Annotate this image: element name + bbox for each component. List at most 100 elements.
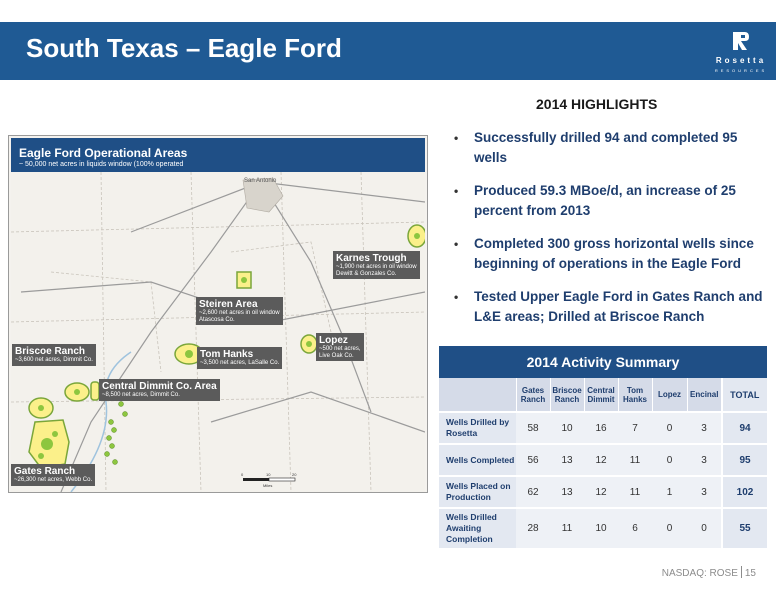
map-label-tom-hanks: Tom Hanks ~3,500 net acres, LaSalle Co. (197, 347, 283, 369)
highlight-item: • Successfully drilled 94 and completed 9… (452, 128, 772, 168)
map-title: Eagle Ford Operational Areas (19, 146, 188, 160)
label-title: Karnes Trough (336, 253, 407, 264)
table-cell: 0 (652, 411, 687, 444)
label-title: Gates Ranch (14, 466, 76, 477)
bullet-icon: • (454, 184, 459, 198)
table-cell: 10 (584, 507, 618, 548)
column-header: Tom Hanks (618, 378, 653, 412)
table-cell: 10 (550, 411, 584, 444)
scale-unit: Miles (263, 483, 272, 488)
table-cell: 12 (584, 475, 618, 508)
scale-label-0: 0 (241, 472, 244, 477)
table-cell: 3 (687, 475, 723, 508)
table-cell: 11 (618, 475, 652, 508)
table-cell: 3 (687, 443, 723, 476)
table-row: Wells Drilled Awaiting Completion 28 11 … (439, 507, 767, 548)
highlight-text: Successfully drilled 94 and completed 95… (474, 130, 738, 165)
scale-label-10: 10 (266, 472, 271, 477)
label-detail: ~1,900 net acres in oil window (336, 264, 417, 270)
highlight-item: • Produced 59.3 MBoe/d, an increase of 25… (452, 181, 772, 221)
logo-subword: RESOURCES (714, 68, 768, 73)
bullet-icon: • (454, 290, 459, 304)
page-number: 15 (744, 568, 756, 579)
map-graphic: San Antonio 0 10 (11, 172, 425, 492)
table-cell-total: 102 (722, 475, 767, 508)
highlight-text: Produced 59.3 MBoe/d, an increase of 25 … (474, 183, 736, 218)
label-title: Tom Hanks (200, 349, 254, 360)
rosetta-logo-icon (733, 32, 749, 50)
city-label: San Antonio (244, 178, 277, 184)
highlight-text: Tested Upper Eagle Ford in Gates Ranch a… (474, 289, 763, 324)
table-cell: 13 (550, 475, 584, 508)
map-label-lopez: Lopez ~500 net acres, Live Oak Co. (316, 333, 364, 362)
table-cell: 58 (516, 411, 550, 444)
table-row: Wells Drilled by Rosetta 58 10 16 7 0 3 … (439, 411, 767, 444)
footer-divider (740, 566, 742, 578)
table-cell: 6 (618, 507, 652, 548)
label-detail: ~2,600 net acres in oil window (199, 310, 280, 316)
table-cell: 56 (516, 443, 550, 476)
label-detail: Dewitt & Gonzales Co. (336, 270, 397, 277)
label-title: Steiren Area (199, 299, 258, 310)
table-cell: 3 (687, 411, 723, 444)
label-detail: Atascosa Co. (199, 316, 235, 323)
table-cell: 16 (584, 411, 618, 444)
table-cell: 0 (652, 443, 687, 476)
label-detail: ~500 net acres, (319, 346, 361, 352)
table-cell-total: 94 (722, 411, 767, 444)
row-label: Wells Drilled by Rosetta (439, 411, 516, 444)
map-panel: Eagle Ford Operational Areas ~ 50,000 ne… (8, 135, 428, 493)
label-detail: ~3,500 net acres, LaSalle Co. (200, 360, 280, 366)
column-header: Encinal (687, 378, 723, 412)
table-row: Wells Placed on Production 62 13 12 11 1… (439, 475, 767, 508)
map-label-central-dimmit: Central Dimmit Co. Area ~8,500 net acres… (99, 379, 220, 401)
highlight-item: • Tested Upper Eagle Ford in Gates Ranch … (452, 287, 772, 327)
table-cell-total: 95 (722, 443, 767, 476)
column-header: Briscoe Ranch (550, 378, 585, 412)
row-label: Wells Placed on Production (439, 475, 516, 508)
table-corner (439, 378, 517, 412)
label-detail: Live Oak Co. (319, 352, 354, 359)
activity-summary: 2014 Activity Summary Gates Ranch Brisco… (439, 346, 768, 548)
label-detail: ~26,300 net acres, Webb Co. (14, 477, 93, 483)
column-header-total: TOTAL (722, 378, 768, 412)
map-header: Eagle Ford Operational Areas ~ 50,000 ne… (11, 138, 425, 172)
table-cell: 11 (618, 443, 652, 476)
table-cell: 1 (652, 475, 687, 508)
column-header: Lopez (652, 378, 688, 412)
column-header: Gates Ranch (516, 378, 551, 412)
table-cell-total: 55 (722, 507, 767, 548)
map-label-gates-ranch: Gates Ranch ~26,300 net acres, Webb Co. (11, 464, 96, 486)
table-cell: 12 (584, 443, 618, 476)
table-cell: 13 (550, 443, 584, 476)
highlight-item: • Completed 300 gross horizontal wells si… (452, 234, 772, 274)
table-cell: 0 (652, 507, 687, 548)
table-cell: 62 (516, 475, 550, 508)
table-header-row: Gates Ranch Briscoe Ranch Central Dimmit… (439, 378, 768, 412)
title-bar: South Texas – Eagle Ford Rosetta RESOURC… (0, 22, 776, 80)
label-title: Lopez (319, 335, 348, 346)
row-label: Wells Completed (439, 443, 516, 476)
map-label-steiren-area: Steiren Area ~2,600 net acres in oil win… (196, 297, 283, 326)
highlights-heading: 2014 HIGHLIGHTS (536, 96, 658, 112)
scale-label-20: 20 (292, 472, 297, 477)
label-title: Briscoe Ranch (15, 346, 86, 357)
logo-word: Rosetta (715, 56, 767, 65)
footer: NASDAQ: ROSE 15 (662, 566, 756, 579)
page-title: South Texas – Eagle Ford (26, 33, 342, 63)
activity-title: 2014 Activity Summary (439, 346, 767, 378)
table-cell: 0 (687, 507, 723, 548)
highlights-list: • Successfully drilled 94 and completed 9… (452, 128, 772, 340)
footer-ticker: NASDAQ: ROSE (661, 568, 738, 579)
map-label-karnes-trough: Karnes Trough ~1,900 net acres in oil wi… (333, 251, 420, 280)
label-detail: ~8,500 net acres, Dimmit Co. (102, 392, 180, 398)
highlight-text: Completed 300 gross horizontal wells sin… (474, 236, 754, 271)
column-header: Central Dimmit (584, 378, 619, 412)
map-subtitle: ~ 50,000 net acres in liquids window (10… (19, 161, 184, 168)
bullet-icon: • (454, 237, 459, 251)
label-detail: ~3,600 net acres, Dimmit Co. (15, 357, 93, 363)
table-cell: 11 (550, 507, 584, 548)
row-label: Wells Drilled Awaiting Completion (439, 507, 516, 548)
map-label-briscoe-ranch: Briscoe Ranch ~3,600 net acres, Dimmit C… (12, 344, 96, 366)
scale-bar: 0 10 20 Miles (241, 472, 297, 488)
